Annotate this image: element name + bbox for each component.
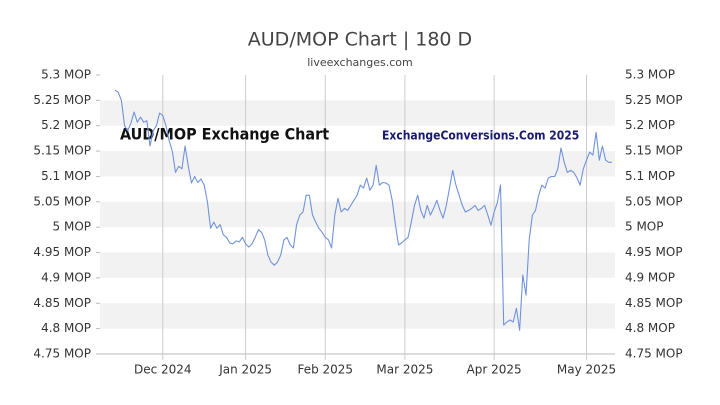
y2-tick-label: 5.15 MOP: [625, 144, 683, 158]
x-tick-label: Apr 2025: [467, 363, 522, 377]
y2-tick-label: 4.9 MOP: [625, 270, 675, 284]
grid-band: [100, 201, 615, 228]
y2-tick-label: 5 MOP: [625, 220, 663, 234]
y2-tick-label: 5.3 MOP: [625, 68, 675, 82]
grid-band: [100, 100, 615, 126]
y-tick-label: 5 MOP: [53, 220, 91, 234]
y2-tick-label: 5.25 MOP: [625, 93, 683, 107]
grid-band: [100, 303, 615, 329]
y-tick-label: 5.15 MOP: [33, 144, 91, 158]
y-tick-label: 5.1 MOP: [41, 169, 91, 183]
grid: [96, 74, 615, 360]
chart-subtitle: liveexchanges.com: [307, 56, 412, 69]
y-tick-label: 4.85 MOP: [33, 296, 91, 310]
x-tick-label: May 2025: [557, 363, 616, 377]
y2-tick-label: 5.05 MOP: [625, 194, 683, 208]
y2-tick-label: 5.1 MOP: [625, 169, 675, 183]
y-tick-label: 4.9 MOP: [41, 270, 91, 284]
y-tick-label: 4.8 MOP: [41, 321, 91, 335]
grid-band: [100, 252, 615, 278]
y-tick-label: 4.75 MOP: [33, 347, 91, 361]
x-tick-label: Dec 2024: [134, 363, 192, 377]
y2-tick-label: 4.75 MOP: [625, 347, 683, 361]
y-tick-label: 4.95 MOP: [33, 245, 91, 259]
y-tick-label: 5.2 MOP: [41, 118, 91, 132]
y-tick-label: 5.25 MOP: [33, 93, 91, 107]
x-tick-label: Jan 2025: [218, 363, 272, 377]
annotation: ExchangeConversions.Com 2025: [382, 129, 579, 143]
chart-title: AUD/MOP Chart | 180 D: [248, 29, 472, 51]
annotation: AUD/MOP Exchange Chart: [120, 125, 329, 144]
y2-tick-label: 4.8 MOP: [625, 321, 675, 335]
grid-band: [100, 151, 615, 177]
x-tick-label: Feb 2025: [297, 363, 353, 377]
y2-tick-label: 4.85 MOP: [625, 296, 683, 310]
y2-tick-label: 4.95 MOP: [625, 245, 683, 259]
line-series: [114, 89, 612, 331]
y-tick-label: 5.05 MOP: [33, 194, 91, 208]
y2-tick-label: 5.2 MOP: [625, 118, 675, 132]
y-tick-label: 5.3 MOP: [41, 68, 91, 82]
bands: [100, 100, 615, 329]
x-tick-label: Mar 2025: [376, 363, 433, 377]
